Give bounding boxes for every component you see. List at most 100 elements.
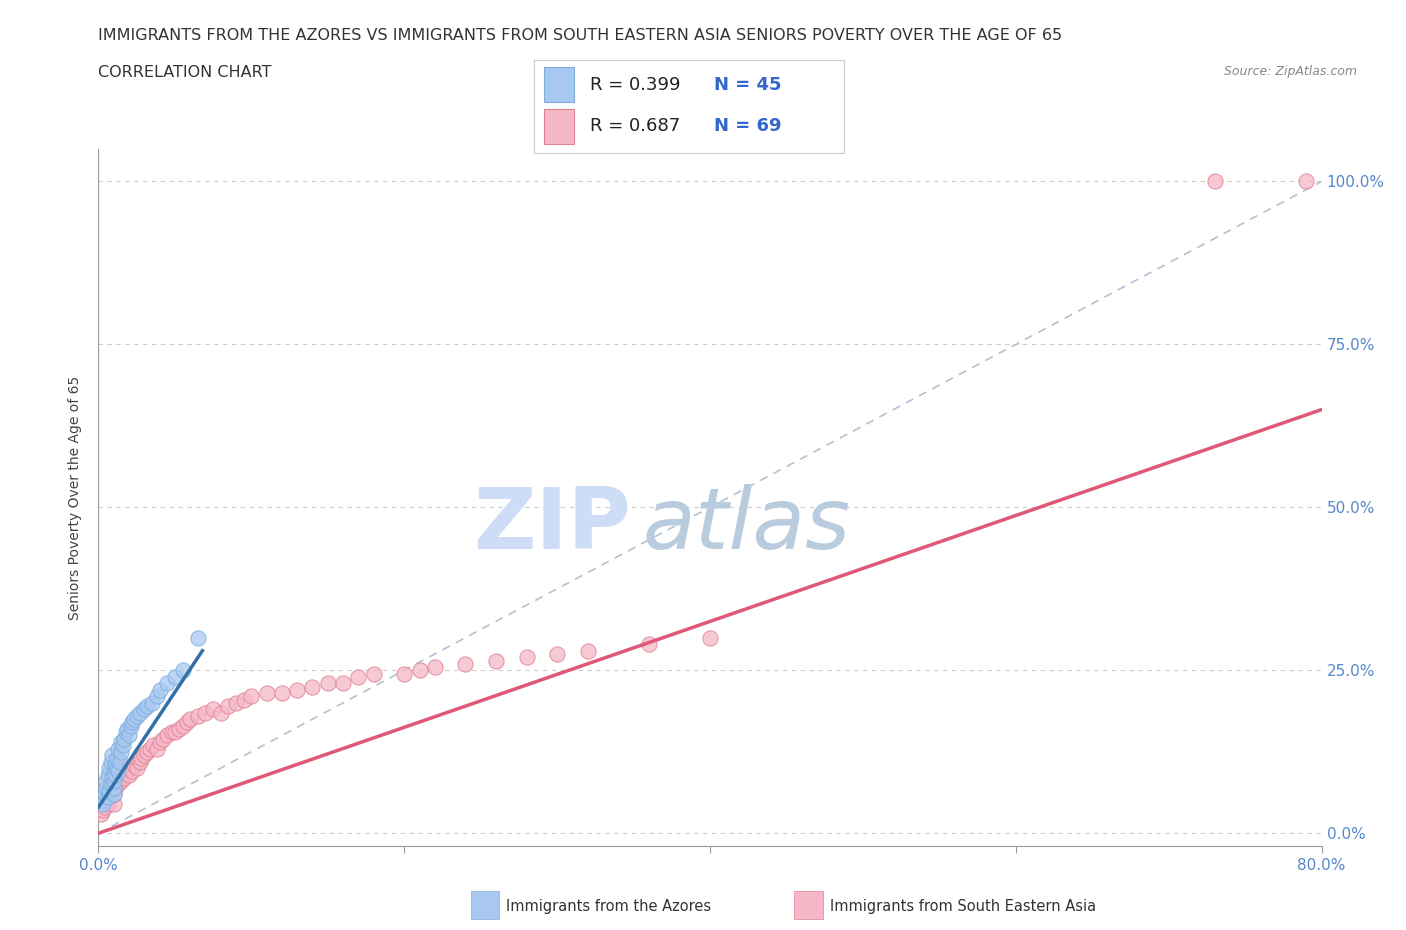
Point [699, 631, 721, 645]
Point [90, 806, 112, 821]
Point [125, 761, 148, 776]
Point [516, 650, 538, 665]
Point [97, 767, 120, 782]
Point [107, 741, 129, 756]
Point [134, 702, 156, 717]
Point [163, 670, 186, 684]
Point [105, 761, 128, 776]
Text: Immigrants from South Eastern Asia: Immigrants from South Eastern Asia [830, 899, 1095, 914]
Point [256, 685, 278, 700]
Point [98, 780, 121, 795]
Point [187, 631, 209, 645]
Point [104, 780, 127, 795]
Point [142, 737, 165, 752]
Point [111, 764, 134, 778]
Point [103, 780, 125, 795]
Point [285, 683, 308, 698]
Point [94, 793, 117, 808]
Point [103, 774, 125, 789]
Point [209, 705, 232, 720]
Point [145, 689, 167, 704]
Text: Source: ZipAtlas.com: Source: ZipAtlas.com [1223, 65, 1357, 78]
Point [225, 696, 247, 711]
Point [347, 670, 370, 684]
Point [97, 787, 120, 802]
Point [169, 722, 191, 737]
Point [98, 790, 121, 804]
Point [172, 718, 194, 733]
Point [103, 787, 125, 802]
Point [103, 796, 125, 811]
Point [637, 637, 661, 652]
Point [103, 774, 125, 789]
Point [110, 774, 132, 789]
Point [91, 803, 114, 817]
Point [240, 689, 263, 704]
Bar [544, 109, 575, 144]
Point [122, 711, 145, 726]
Point [101, 770, 124, 785]
Point [454, 657, 477, 671]
Point [121, 715, 143, 730]
Point [98, 761, 121, 776]
Point [316, 676, 339, 691]
Point [100, 777, 122, 791]
Point [128, 754, 150, 769]
Point [1204, 174, 1226, 189]
Point [108, 767, 131, 782]
Point [115, 761, 138, 776]
Text: atlas: atlas [643, 484, 851, 567]
Point [392, 666, 416, 681]
Point [149, 735, 172, 750]
Point [104, 757, 127, 772]
Point [103, 787, 125, 802]
Point [145, 741, 167, 756]
Point [408, 663, 430, 678]
Point [187, 709, 209, 724]
Point [98, 783, 121, 798]
Y-axis label: Seniors Poverty Over the Age of 65: Seniors Poverty Over the Age of 65 [69, 376, 83, 619]
Point [120, 718, 142, 733]
Point [94, 780, 117, 795]
Point [179, 711, 201, 726]
Point [97, 796, 120, 811]
Point [156, 728, 179, 743]
Point [163, 724, 186, 739]
Bar [544, 67, 575, 102]
Point [363, 666, 385, 681]
Point [100, 783, 122, 798]
Point [232, 692, 254, 707]
Point [202, 702, 225, 717]
Point [149, 683, 172, 698]
Point [172, 663, 194, 678]
Point [101, 748, 124, 763]
Point [118, 728, 141, 743]
Text: R = 0.687: R = 0.687 [591, 117, 681, 136]
Point [121, 764, 143, 778]
Point [90, 793, 112, 808]
Point [129, 751, 152, 765]
Point [107, 777, 129, 791]
Point [301, 679, 323, 694]
Point [100, 754, 122, 769]
Point [217, 698, 239, 713]
Text: Immigrants from the Azores: Immigrants from the Azores [506, 899, 711, 914]
Point [1295, 174, 1317, 189]
Point [94, 774, 117, 789]
Point [136, 744, 159, 759]
Text: ZIP: ZIP [472, 484, 630, 567]
Point [485, 653, 508, 668]
Point [104, 767, 127, 782]
Point [134, 748, 156, 763]
Point [110, 735, 132, 750]
Text: IMMIGRANTS FROM THE AZORES VS IMMIGRANTS FROM SOUTH EASTERN ASIA SENIORS POVERTY: IMMIGRANTS FROM THE AZORES VS IMMIGRANTS… [98, 28, 1063, 43]
Point [118, 767, 141, 782]
Point [194, 705, 217, 720]
Point [152, 731, 174, 746]
Point [112, 770, 135, 785]
Point [136, 698, 159, 713]
Point [101, 777, 124, 791]
Point [141, 696, 163, 711]
Point [112, 731, 135, 746]
Point [139, 741, 162, 756]
